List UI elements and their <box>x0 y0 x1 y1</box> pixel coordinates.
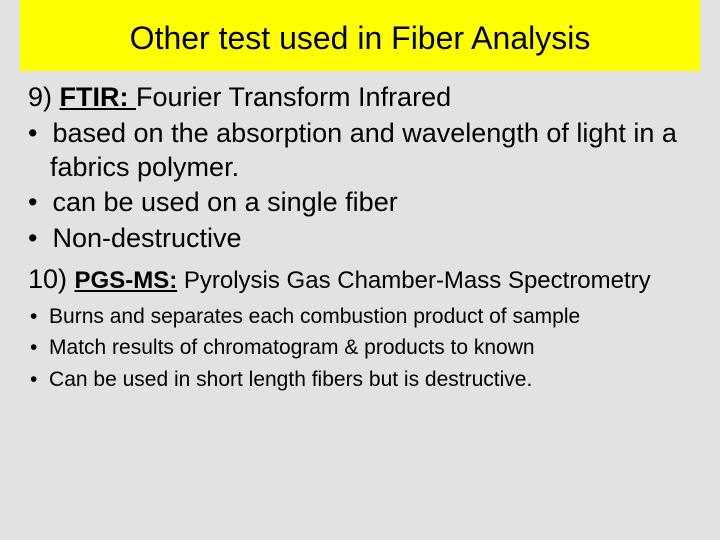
content-area: 9) FTIR: Fourier Transform Infrared • ba… <box>0 71 720 394</box>
bullet-text: Burns and separates each combustion prod… <box>49 305 580 328</box>
section-10-bullet: • Can be used in short length fibers but… <box>48 366 692 394</box>
section-9-abbr: FTIR: <box>60 82 136 112</box>
section-10-number: 10) <box>28 264 75 294</box>
section-9-bullet: • based on the absorption and wavelength… <box>50 117 692 185</box>
title-box: Other test used in Fiber Analysis <box>20 0 700 71</box>
section-9-bullet: • Non-destructive <box>50 222 692 256</box>
section-10-bullet: • Match results of chromatogram & produc… <box>48 334 692 362</box>
section-10-abbr: PGS-MS: <box>75 267 178 294</box>
bullet-text: can be used on a single fiber <box>52 187 397 217</box>
section-9-expansion: Fourier Transform Infrared <box>136 82 451 112</box>
slide: Other test used in Fiber Analysis 9) FTI… <box>0 0 720 540</box>
section-9-bullet: • can be used on a single fiber <box>50 186 692 220</box>
bullet-text: Can be used in short length fibers but i… <box>49 368 532 391</box>
section-10-heading: 10) PGS-MS: Pyrolysis Gas Chamber-Mass S… <box>28 262 692 297</box>
slide-title: Other test used in Fiber Analysis <box>130 20 591 56</box>
bullet-text: based on the absorption and wavelength o… <box>50 118 677 182</box>
section-9-heading: 9) FTIR: Fourier Transform Infrared <box>28 81 692 115</box>
section-9-number: 9) <box>28 82 60 112</box>
section-10-expansion: Pyrolysis Gas Chamber-Mass Spectrometry <box>177 267 650 294</box>
bullet-text: Non-destructive <box>52 223 241 253</box>
bullet-text: Match results of chromatogram & products… <box>49 336 535 359</box>
section-10-bullet: • Burns and separates each combustion pr… <box>48 303 692 331</box>
